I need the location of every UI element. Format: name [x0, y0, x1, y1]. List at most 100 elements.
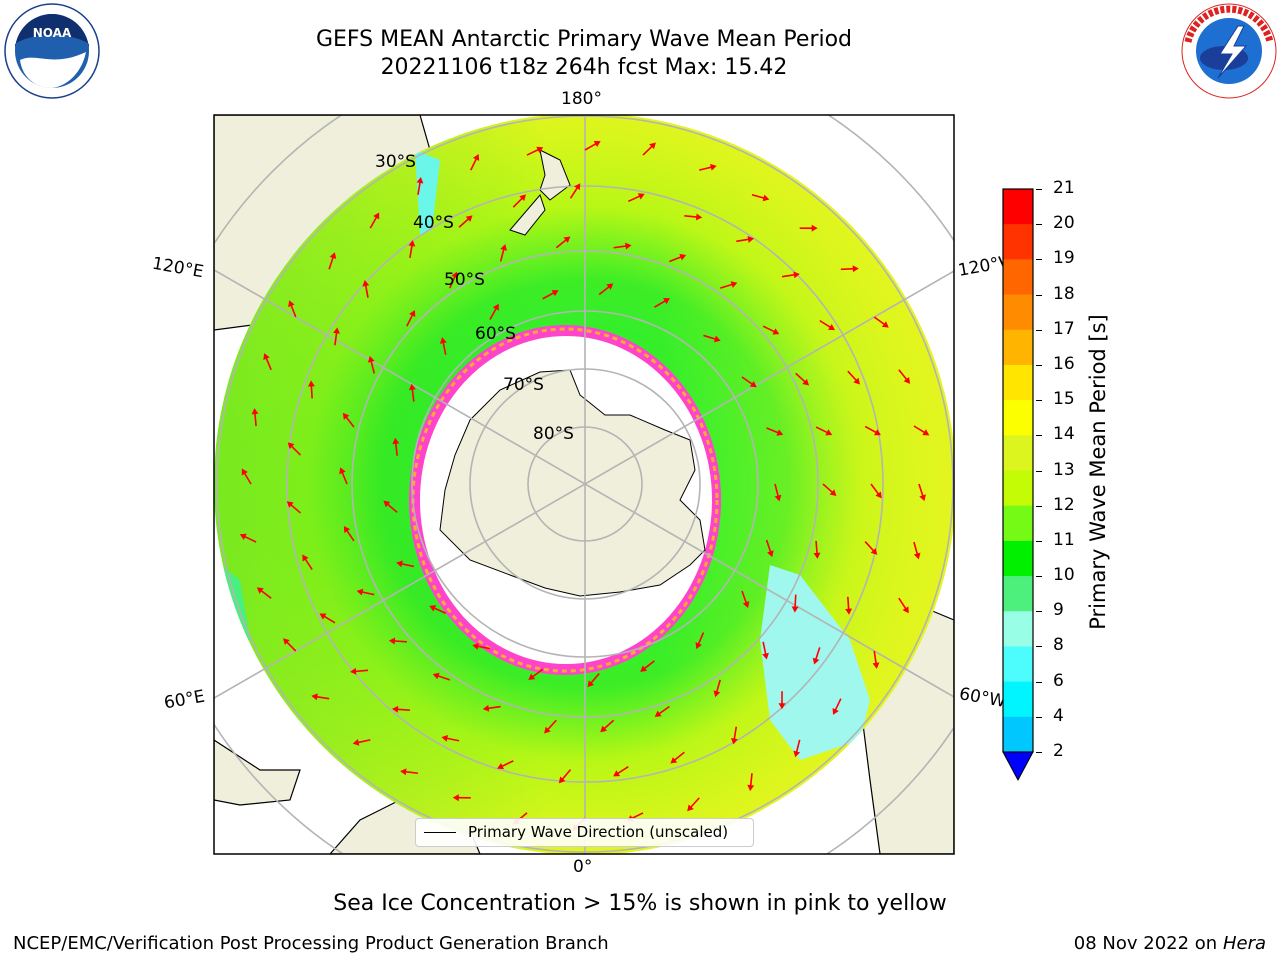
wave-arrow-head [563, 236, 571, 243]
colorbar-band [1003, 364, 1033, 401]
wave-arrow-head [845, 608, 853, 615]
wave-arrow-head [311, 693, 318, 701]
wave-arrow-shaft [399, 562, 414, 568]
wave-arrow-head [593, 141, 601, 148]
wave-arrow-head [574, 183, 581, 191]
wave-arrow-shaft [432, 606, 447, 614]
colorbar-outline [1002, 188, 1034, 753]
colorbar-band [1003, 294, 1033, 331]
wave-arrow-shaft [264, 356, 272, 371]
colorbar-band [1003, 259, 1033, 296]
wave-arrow-head [288, 300, 295, 308]
wave-arrow-shaft [289, 303, 297, 318]
wave-arrow-head [793, 750, 801, 758]
wave-arrow-shaft [918, 483, 924, 498]
wave-arrow-shaft [531, 668, 544, 679]
wave-arrow-shaft [385, 502, 398, 513]
wave-arrow-shaft [584, 142, 598, 151]
wave-arrow-head [558, 776, 566, 784]
wave-arrow-shaft [436, 674, 451, 681]
colorbar-band [1003, 681, 1033, 718]
chart-title: GEFS MEAN Antarctic Primary Wave Mean Pe… [315, 27, 853, 52]
wave-arrow-head [388, 637, 396, 645]
wave-arrow-head [832, 707, 839, 715]
wave-arrow-shaft [684, 215, 699, 218]
noaa-logo: NOAA [4, 3, 100, 99]
wave-arrow-head [776, 429, 784, 436]
wave-arrow-head [695, 642, 702, 650]
lat-label-60s: 60°S [475, 324, 516, 344]
wave-arrow-head [774, 494, 782, 502]
wave-arrow-head [613, 770, 621, 777]
wave-arrow-shaft [719, 283, 734, 289]
wave-arrow-shaft [394, 441, 398, 456]
map-legend: Primary Wave Direction (unscaled) [415, 818, 754, 847]
wave-arrow-shaft [898, 369, 909, 382]
wave-arrow-shaft [795, 372, 807, 384]
wave-arrow-shaft [913, 425, 927, 434]
colorbar-tick-mark [1036, 716, 1042, 718]
wave-arrow-head [679, 253, 687, 261]
wave-arrow-shaft [344, 415, 355, 428]
colorbar [1002, 188, 1034, 782]
colorbar-tick-mark [1036, 505, 1042, 507]
colorbar-tick-mark [1036, 470, 1042, 472]
wave-arrow-shaft [290, 444, 302, 456]
wave-arrow-head [812, 657, 820, 665]
wave-arrow-shaft [364, 283, 369, 298]
wave-arrow-shaft [560, 769, 572, 781]
wave-arrow-head [536, 146, 544, 154]
wave-arrow-head [519, 194, 526, 202]
nws-logo [1181, 3, 1277, 99]
colorbar-tick-mark [1036, 400, 1042, 402]
wave-arrow-head [416, 176, 424, 184]
wave-arrow-shaft [404, 770, 419, 775]
wave-arrow-head [239, 533, 247, 540]
wave-arrow-shaft [733, 726, 738, 741]
wave-arrow-shaft [360, 590, 375, 596]
colorbar-band [1003, 646, 1033, 683]
colorbar-band [1003, 400, 1033, 436]
wave-arrow-head [654, 710, 662, 717]
wave-arrow-shaft [589, 672, 600, 685]
colorbar-tick-label: 6 [1053, 670, 1064, 691]
wave-arrow-shaft [489, 306, 498, 320]
wave-arrow-shaft [243, 535, 257, 543]
wave-arrow-head [730, 281, 738, 288]
wave-arrow-shaft [598, 285, 611, 296]
colorbar-label: Primary Wave Mean Period [s] [1086, 314, 1110, 630]
colorbar-tick-label: 4 [1053, 705, 1064, 726]
wave-arrow-head [747, 784, 755, 792]
wave-arrow-head [762, 652, 769, 660]
wave-arrow-head [813, 552, 821, 559]
wave-arrow-head [606, 283, 614, 290]
credit-host: Hera [1222, 933, 1266, 954]
wave-arrow-shaft [602, 719, 615, 731]
wave-arrow-shaft [672, 751, 685, 762]
colorbar-tick-label: 19 [1053, 248, 1075, 269]
wave-arrow-shaft [870, 483, 881, 496]
colorbar-tick-mark [1036, 364, 1042, 366]
colorbar-tick-label: 17 [1053, 318, 1075, 339]
wave-arrow-head [528, 673, 536, 681]
wave-arrow-shaft [794, 594, 797, 609]
wave-arrow-head [902, 606, 909, 614]
wave-arrow-head [829, 489, 837, 496]
wave-arrow-head [350, 667, 357, 675]
wave-arrow-head [875, 491, 882, 499]
wave-arrow-shaft [285, 640, 297, 652]
wave-arrow-head [287, 442, 295, 450]
wave-arrow-shaft [749, 773, 753, 788]
wave-arrow-head [710, 163, 717, 171]
wave-arrow-shaft [766, 427, 780, 435]
wave-arrow-shaft [445, 737, 460, 742]
wave-arrow-head [853, 377, 860, 385]
lat-label-80s: 80°S [533, 424, 574, 444]
wave-arrow-shaft [253, 411, 257, 427]
wave-arrow-shaft [486, 705, 501, 710]
lon-label-180: 180° [561, 89, 602, 109]
wave-arrow-shaft [303, 557, 313, 571]
wave-arrow-shaft [657, 705, 670, 716]
wave-arrow-head [472, 153, 480, 161]
wave-arrow-shaft [736, 238, 751, 243]
